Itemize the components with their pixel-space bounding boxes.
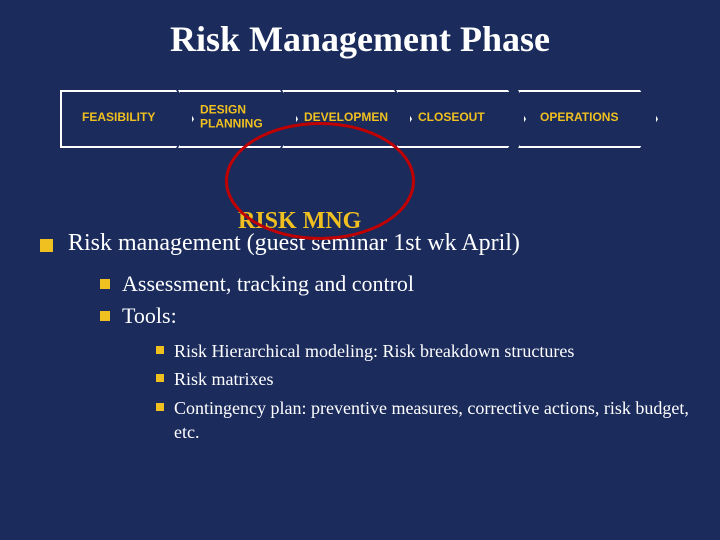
bullet-lvl2-text: Tools: <box>122 303 177 328</box>
bullet-lvl3: Risk Hierarchical modeling: Risk breakdo… <box>156 339 690 363</box>
bullet-lvl1: Risk management (guest seminar 1st wk Ap… <box>40 230 690 444</box>
phase-label: DESIGN PLANNING <box>200 103 263 132</box>
bullet-lvl3: Risk matrixes <box>156 367 690 391</box>
bullet-lvl2: Tools: Risk Hierarchical modeling: Risk … <box>100 303 690 444</box>
phase-closeout: CLOSEOUT <box>396 90 522 144</box>
phase-label: CLOSEOUT <box>418 110 485 124</box>
highlight-ellipse <box>225 122 415 240</box>
bullet-lvl3: Contingency plan: preventive measures, c… <box>156 396 690 445</box>
bullet-content: Risk management (guest seminar 1st wk Ap… <box>0 230 720 444</box>
bullet-lvl2: Assessment, tracking and control <box>100 271 690 297</box>
phase-label: FEASIBILITY <box>82 110 155 124</box>
phase-operations: OPERATIONS <box>518 90 654 144</box>
page-title: Risk Management Phase <box>0 0 720 90</box>
phase-feasibility: FEASIBILITY <box>60 90 190 144</box>
phase-label: OPERATIONS <box>540 110 618 124</box>
